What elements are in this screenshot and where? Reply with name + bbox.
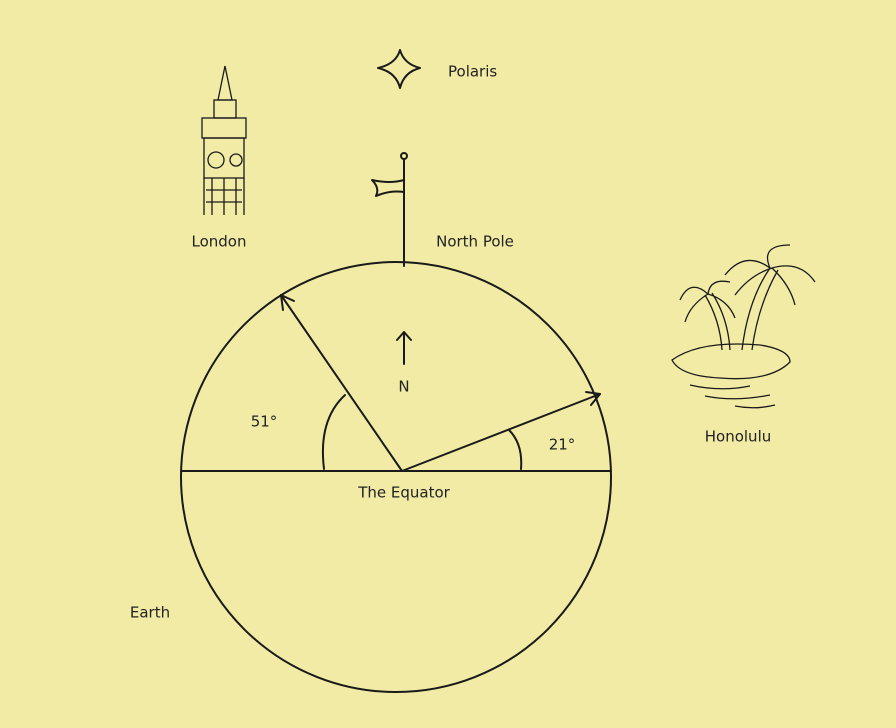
label: Earth xyxy=(130,604,170,622)
label: 21° xyxy=(549,436,576,454)
label: London xyxy=(192,233,247,251)
label: The Equator xyxy=(357,484,450,502)
label: N xyxy=(398,378,409,396)
label: 51° xyxy=(251,413,278,431)
label: North Pole xyxy=(436,233,514,251)
label: Honolulu xyxy=(705,428,772,446)
page: Polaris London North Pole N 51° 21° The … xyxy=(0,0,896,728)
diagram: Polaris London North Pole N 51° 21° The … xyxy=(0,0,896,728)
label: Polaris xyxy=(448,63,497,81)
